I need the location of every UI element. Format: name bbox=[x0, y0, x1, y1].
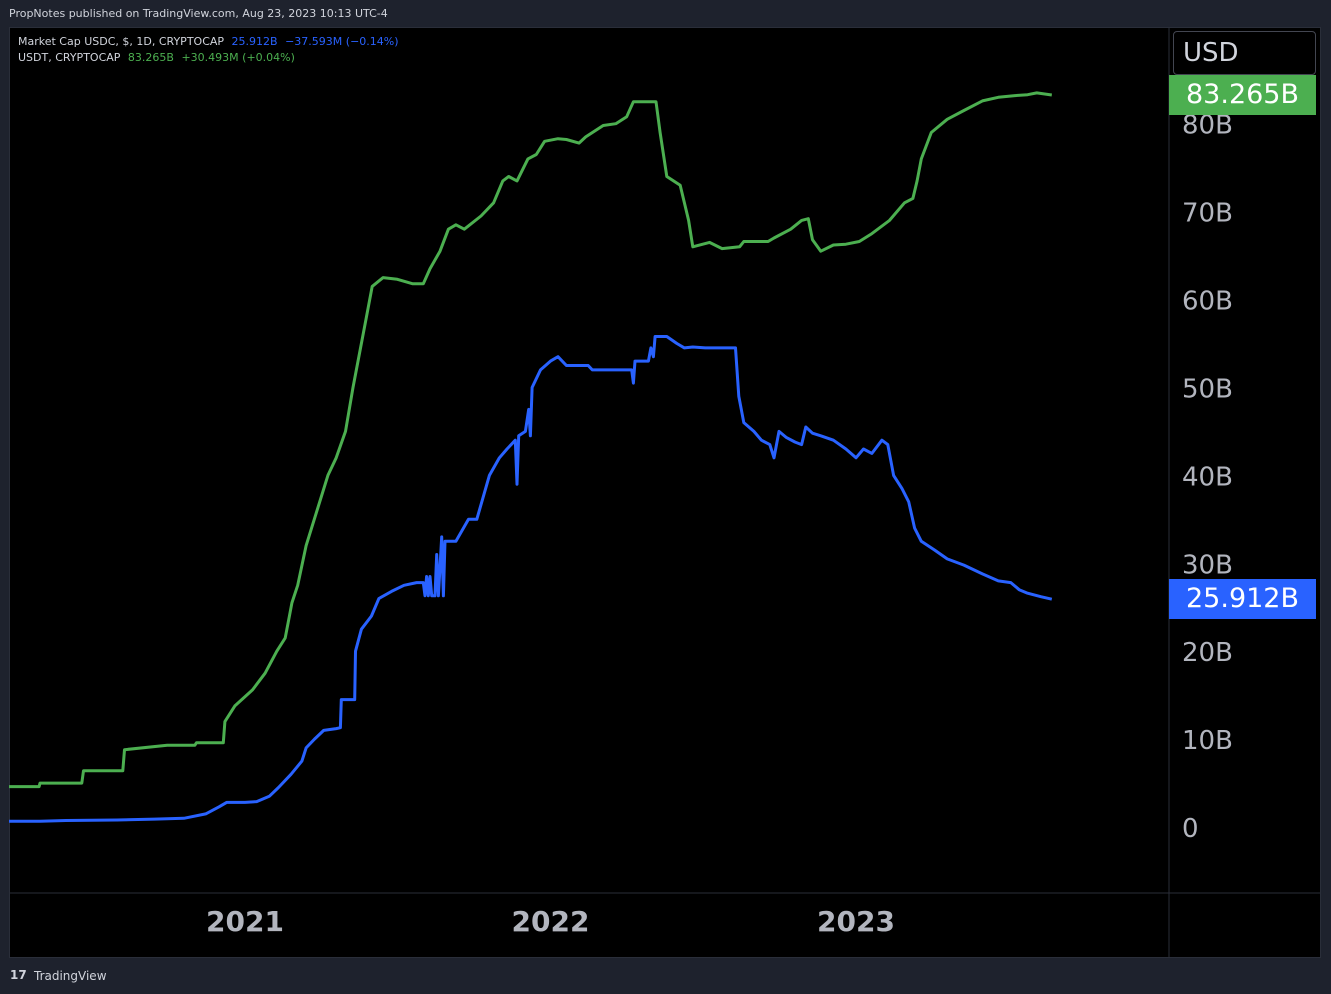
footer-bar: 17 TradingView bbox=[0, 960, 1331, 994]
chart-legend: Market Cap USDC, $, 1D, CRYPTOCAP 25.912… bbox=[18, 34, 403, 66]
y-tick-label: 0 bbox=[1182, 814, 1199, 844]
usdt-price-tag: 83.265B bbox=[1169, 75, 1316, 115]
usdc-price-tag: 25.912B bbox=[1169, 579, 1316, 620]
y-axis[interactable]: 0 10B 20B 30B 40B 50B 60B 70B 80B bbox=[1182, 111, 1233, 844]
currency-selector[interactable]: USD bbox=[1173, 31, 1316, 75]
chart-separators bbox=[9, 27, 1321, 958]
legend-label-usdc: Market Cap USDC, $, 1D, CRYPTOCAP bbox=[18, 35, 225, 48]
line-chart[interactable]: 0 10B 20B 30B 40B 50B 60B 70B 80B 2021 2022 2023 bbox=[9, 27, 1321, 958]
legend-value-usdt: 83.265B bbox=[127, 51, 174, 64]
series-line-usdt[interactable] bbox=[9, 91, 1053, 789]
publisher-bar: PropNotes published on TradingView.com, … bbox=[0, 0, 1331, 27]
y-tick-label: 30B bbox=[1182, 550, 1233, 580]
x-tick-label: 2022 bbox=[512, 905, 590, 938]
y-tick-label: 10B bbox=[1182, 726, 1233, 756]
x-tick-label: 2021 bbox=[206, 905, 284, 938]
publisher-text: PropNotes published on TradingView.com, … bbox=[9, 7, 388, 20]
y-tick-label: 60B bbox=[1182, 287, 1233, 317]
legend-change-usdt: +30.493M (+0.04%) bbox=[181, 51, 295, 64]
x-axis[interactable]: 2021 2022 2023 bbox=[206, 905, 895, 938]
x-tick-label: 2023 bbox=[817, 905, 895, 938]
legend-change-usdc: −37.593M (−0.14%) bbox=[285, 35, 399, 48]
tradingview-brand-text[interactable]: TradingView bbox=[34, 969, 107, 983]
legend-row-usdc[interactable]: Market Cap USDC, $, 1D, CRYPTOCAP 25.912… bbox=[18, 34, 403, 50]
legend-value-usdc: 25.912B bbox=[231, 35, 278, 48]
y-tick-label: 20B bbox=[1182, 638, 1233, 668]
series-layer bbox=[9, 91, 1053, 823]
y-tick-label: 50B bbox=[1182, 374, 1233, 404]
tradingview-logo-icon[interactable]: 17 bbox=[10, 968, 27, 982]
legend-label-usdt: USDT, CRYPTOCAP bbox=[18, 51, 121, 64]
series-line-usdc[interactable] bbox=[9, 335, 1053, 823]
y-tick-label: 80B bbox=[1182, 111, 1233, 141]
y-tick-label: 70B bbox=[1182, 199, 1233, 229]
y-tick-label: 40B bbox=[1182, 462, 1233, 492]
legend-row-usdt[interactable]: USDT, CRYPTOCAP 83.265B +30.493M (+0.04%… bbox=[18, 50, 403, 66]
